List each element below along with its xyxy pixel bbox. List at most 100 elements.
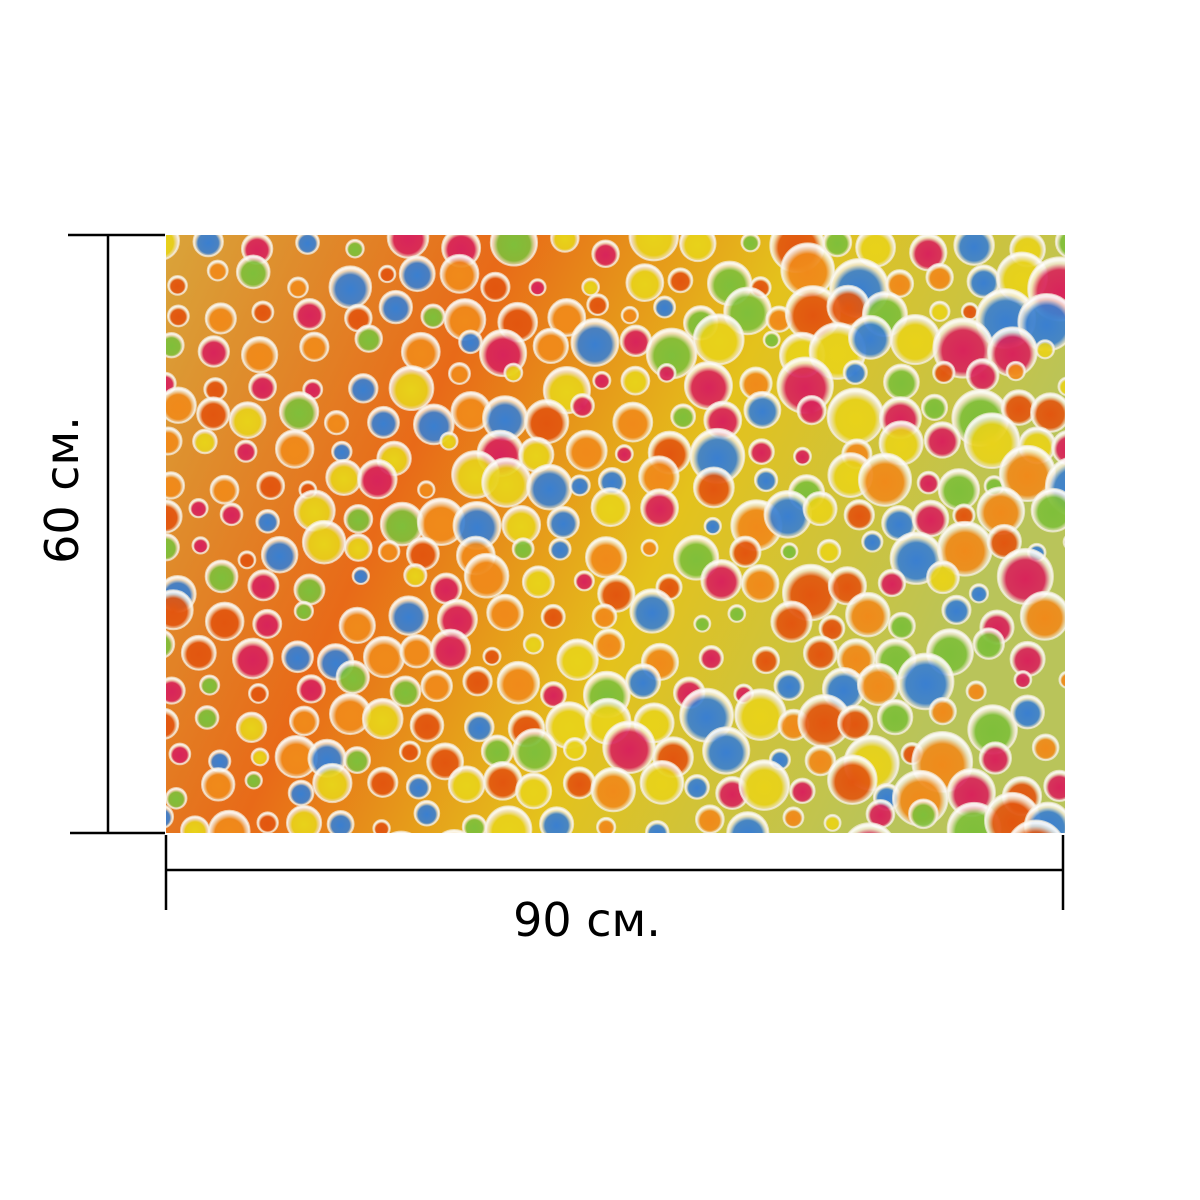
bubble xyxy=(388,595,429,636)
bubble xyxy=(941,594,972,625)
bubble xyxy=(256,811,279,833)
bubble xyxy=(168,742,192,766)
bubble xyxy=(932,360,956,385)
bubble xyxy=(260,535,299,574)
bubble xyxy=(201,767,236,802)
bubble xyxy=(328,265,373,309)
bubble xyxy=(883,363,920,401)
bubble xyxy=(1054,235,1065,258)
bubble xyxy=(409,707,445,743)
bubble xyxy=(1062,535,1065,548)
bubble xyxy=(578,841,600,863)
bubble xyxy=(323,410,350,436)
bubble xyxy=(876,698,914,736)
bubble xyxy=(293,573,326,606)
bubble xyxy=(524,398,570,445)
bubble xyxy=(734,688,787,741)
bubble xyxy=(586,293,610,317)
bubble xyxy=(752,646,781,675)
bubble xyxy=(592,628,626,661)
bubble xyxy=(653,295,677,319)
bubble xyxy=(521,565,555,599)
bubble xyxy=(251,300,275,324)
bubble xyxy=(978,741,1012,775)
bubble xyxy=(692,466,735,509)
bubble xyxy=(911,499,950,538)
bubble xyxy=(548,537,572,561)
bubble xyxy=(439,431,459,451)
bubble xyxy=(463,552,510,599)
bubble xyxy=(762,330,781,349)
bubble xyxy=(702,726,751,775)
bubble xyxy=(1057,376,1065,397)
bubble xyxy=(1005,360,1027,382)
bubble xyxy=(684,773,710,800)
bubble xyxy=(1043,769,1065,802)
bubble xyxy=(748,438,775,465)
bubble xyxy=(480,271,511,303)
bubble xyxy=(815,835,844,864)
bubble xyxy=(400,331,441,372)
bubble xyxy=(166,499,183,534)
bubble xyxy=(250,747,270,767)
bubble xyxy=(670,403,697,430)
bubble xyxy=(378,264,397,284)
bubble xyxy=(847,822,892,833)
bubble xyxy=(843,499,875,531)
bubble xyxy=(620,305,639,325)
bubble xyxy=(625,663,662,700)
bubble xyxy=(539,806,575,833)
bubble xyxy=(932,845,971,884)
bubble xyxy=(403,563,428,588)
bubble xyxy=(203,841,230,868)
bubble xyxy=(199,674,221,696)
bubble xyxy=(889,843,914,868)
bubble xyxy=(338,606,376,645)
bubble xyxy=(447,765,486,804)
bubble xyxy=(1051,430,1065,466)
bubble xyxy=(602,720,656,775)
bubble xyxy=(463,711,495,743)
bubble xyxy=(596,816,617,833)
bubble xyxy=(462,666,493,697)
bubble xyxy=(966,839,1016,889)
bubble xyxy=(166,676,186,705)
bubble xyxy=(796,394,827,426)
bubble xyxy=(629,588,675,634)
bubble xyxy=(773,669,805,701)
bubble xyxy=(357,458,398,500)
bubble xyxy=(166,787,188,810)
bubble xyxy=(1034,339,1056,360)
bubble xyxy=(281,640,314,674)
bubble xyxy=(845,591,891,638)
bubble xyxy=(925,262,954,292)
bubble xyxy=(547,298,587,337)
bubble xyxy=(743,390,782,429)
bubble xyxy=(398,740,421,763)
bubble xyxy=(953,235,995,266)
bubble xyxy=(474,837,518,881)
bubble xyxy=(857,452,913,507)
bubble xyxy=(667,267,694,294)
bubble xyxy=(299,331,330,362)
bubble xyxy=(343,746,372,774)
bubble xyxy=(296,674,326,704)
bubble xyxy=(1030,392,1065,433)
bubbles xyxy=(166,235,1065,889)
bubble xyxy=(166,532,180,562)
bubble xyxy=(780,542,799,561)
bubble xyxy=(372,819,391,833)
bubble xyxy=(1013,670,1033,689)
bubble xyxy=(378,289,413,325)
bubble xyxy=(692,313,745,366)
bubble xyxy=(526,463,573,511)
bubble xyxy=(562,766,596,800)
bubble xyxy=(274,429,315,469)
bubble xyxy=(188,498,209,519)
bubble xyxy=(204,302,237,335)
bubble xyxy=(887,611,916,640)
bubble xyxy=(343,533,373,562)
bubble xyxy=(245,847,266,868)
bubble xyxy=(166,235,180,260)
bubble xyxy=(640,488,679,528)
